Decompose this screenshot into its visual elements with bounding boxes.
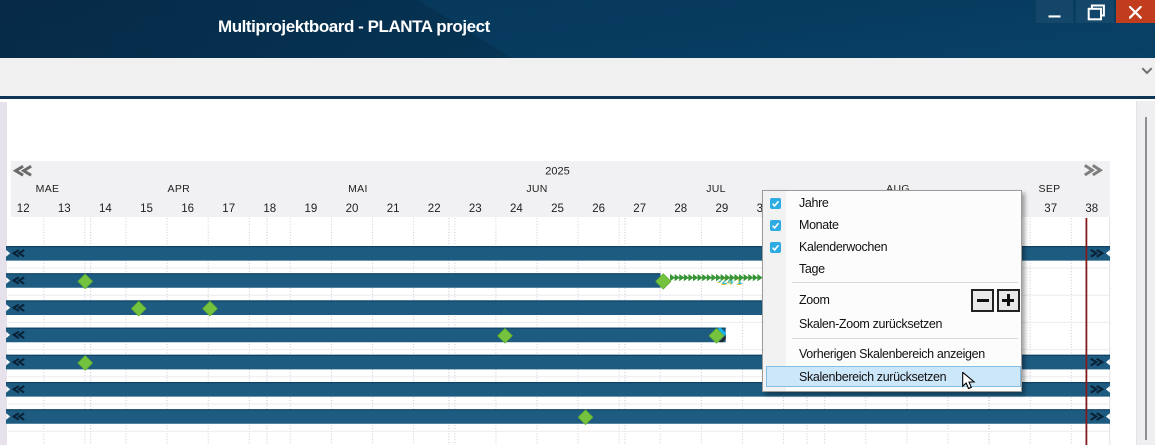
svg-text:17: 17 <box>222 203 235 215</box>
svg-text:23: 23 <box>469 203 482 215</box>
svg-text:20: 20 <box>346 203 359 215</box>
svg-text:38: 38 <box>1085 203 1098 215</box>
svg-text:14: 14 <box>99 203 112 215</box>
svg-text:27: 27 <box>633 203 646 215</box>
svg-text:16: 16 <box>181 203 194 215</box>
svg-text:26: 26 <box>592 203 605 215</box>
svg-text:JUL: JUL <box>706 183 726 195</box>
svg-text:37: 37 <box>1044 203 1057 215</box>
svg-text:25: 25 <box>551 203 564 215</box>
svg-text:21: 21 <box>387 203 400 215</box>
svg-text:28: 28 <box>674 203 687 215</box>
svg-text:24: 24 <box>510 203 523 215</box>
svg-text:22: 22 <box>428 203 441 215</box>
svg-text:MAE: MAE <box>36 183 60 195</box>
svg-text:MAI: MAI <box>348 183 368 195</box>
svg-text:15: 15 <box>140 203 153 215</box>
svg-text:19: 19 <box>305 203 318 215</box>
svg-text:SEP: SEP <box>1039 183 1061 195</box>
svg-text:29: 29 <box>716 203 729 215</box>
svg-text:13: 13 <box>58 203 71 215</box>
svg-text:2025: 2025 <box>545 165 569 177</box>
svg-text:18: 18 <box>263 203 276 215</box>
svg-text:APR: APR <box>168 183 191 195</box>
svg-text:-24 1: -24 1 <box>718 276 743 287</box>
svg-text:JUN: JUN <box>526 183 547 195</box>
svg-text:12: 12 <box>17 203 30 215</box>
svg-text:-24 1: -24 1 <box>717 277 742 288</box>
